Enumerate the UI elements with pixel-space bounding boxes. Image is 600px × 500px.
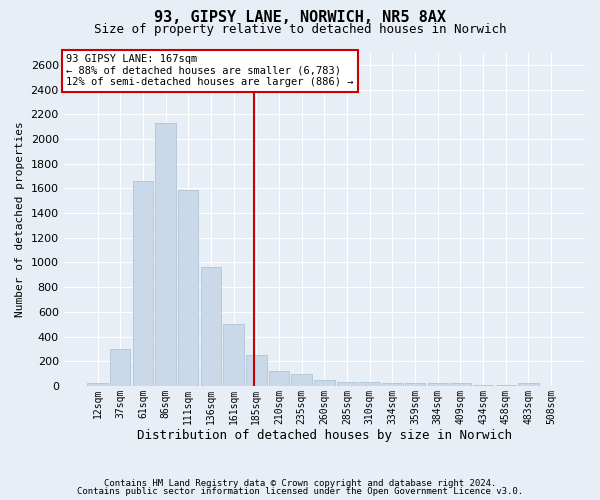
Bar [178,190,199,386]
Text: 93 GIPSY LANE: 167sqm
← 88% of detached houses are smaller (6,783)
12% of semi-d: 93 GIPSY LANE: 167sqm ← 88% of detached … [66,54,354,88]
Bar [382,384,403,386]
Bar [110,349,130,386]
Bar [314,380,335,386]
Bar [223,324,244,386]
Text: Size of property relative to detached houses in Norwich: Size of property relative to detached ho… [94,22,506,36]
Bar [201,268,221,386]
Text: Contains HM Land Registry data © Crown copyright and database right 2024.: Contains HM Land Registry data © Crown c… [104,478,496,488]
Y-axis label: Number of detached properties: Number of detached properties [15,122,25,317]
Bar [518,384,539,386]
Bar [292,374,312,386]
Bar [405,384,425,386]
Text: Contains public sector information licensed under the Open Government Licence v3: Contains public sector information licen… [77,487,523,496]
Bar [337,382,357,386]
Bar [133,181,153,386]
Bar [450,384,470,386]
Text: 93, GIPSY LANE, NORWICH, NR5 8AX: 93, GIPSY LANE, NORWICH, NR5 8AX [154,10,446,25]
Bar [269,371,289,386]
Bar [359,382,380,386]
Bar [155,123,176,386]
Bar [88,383,108,386]
Bar [428,384,448,386]
Bar [246,355,266,386]
X-axis label: Distribution of detached houses by size in Norwich: Distribution of detached houses by size … [137,430,512,442]
